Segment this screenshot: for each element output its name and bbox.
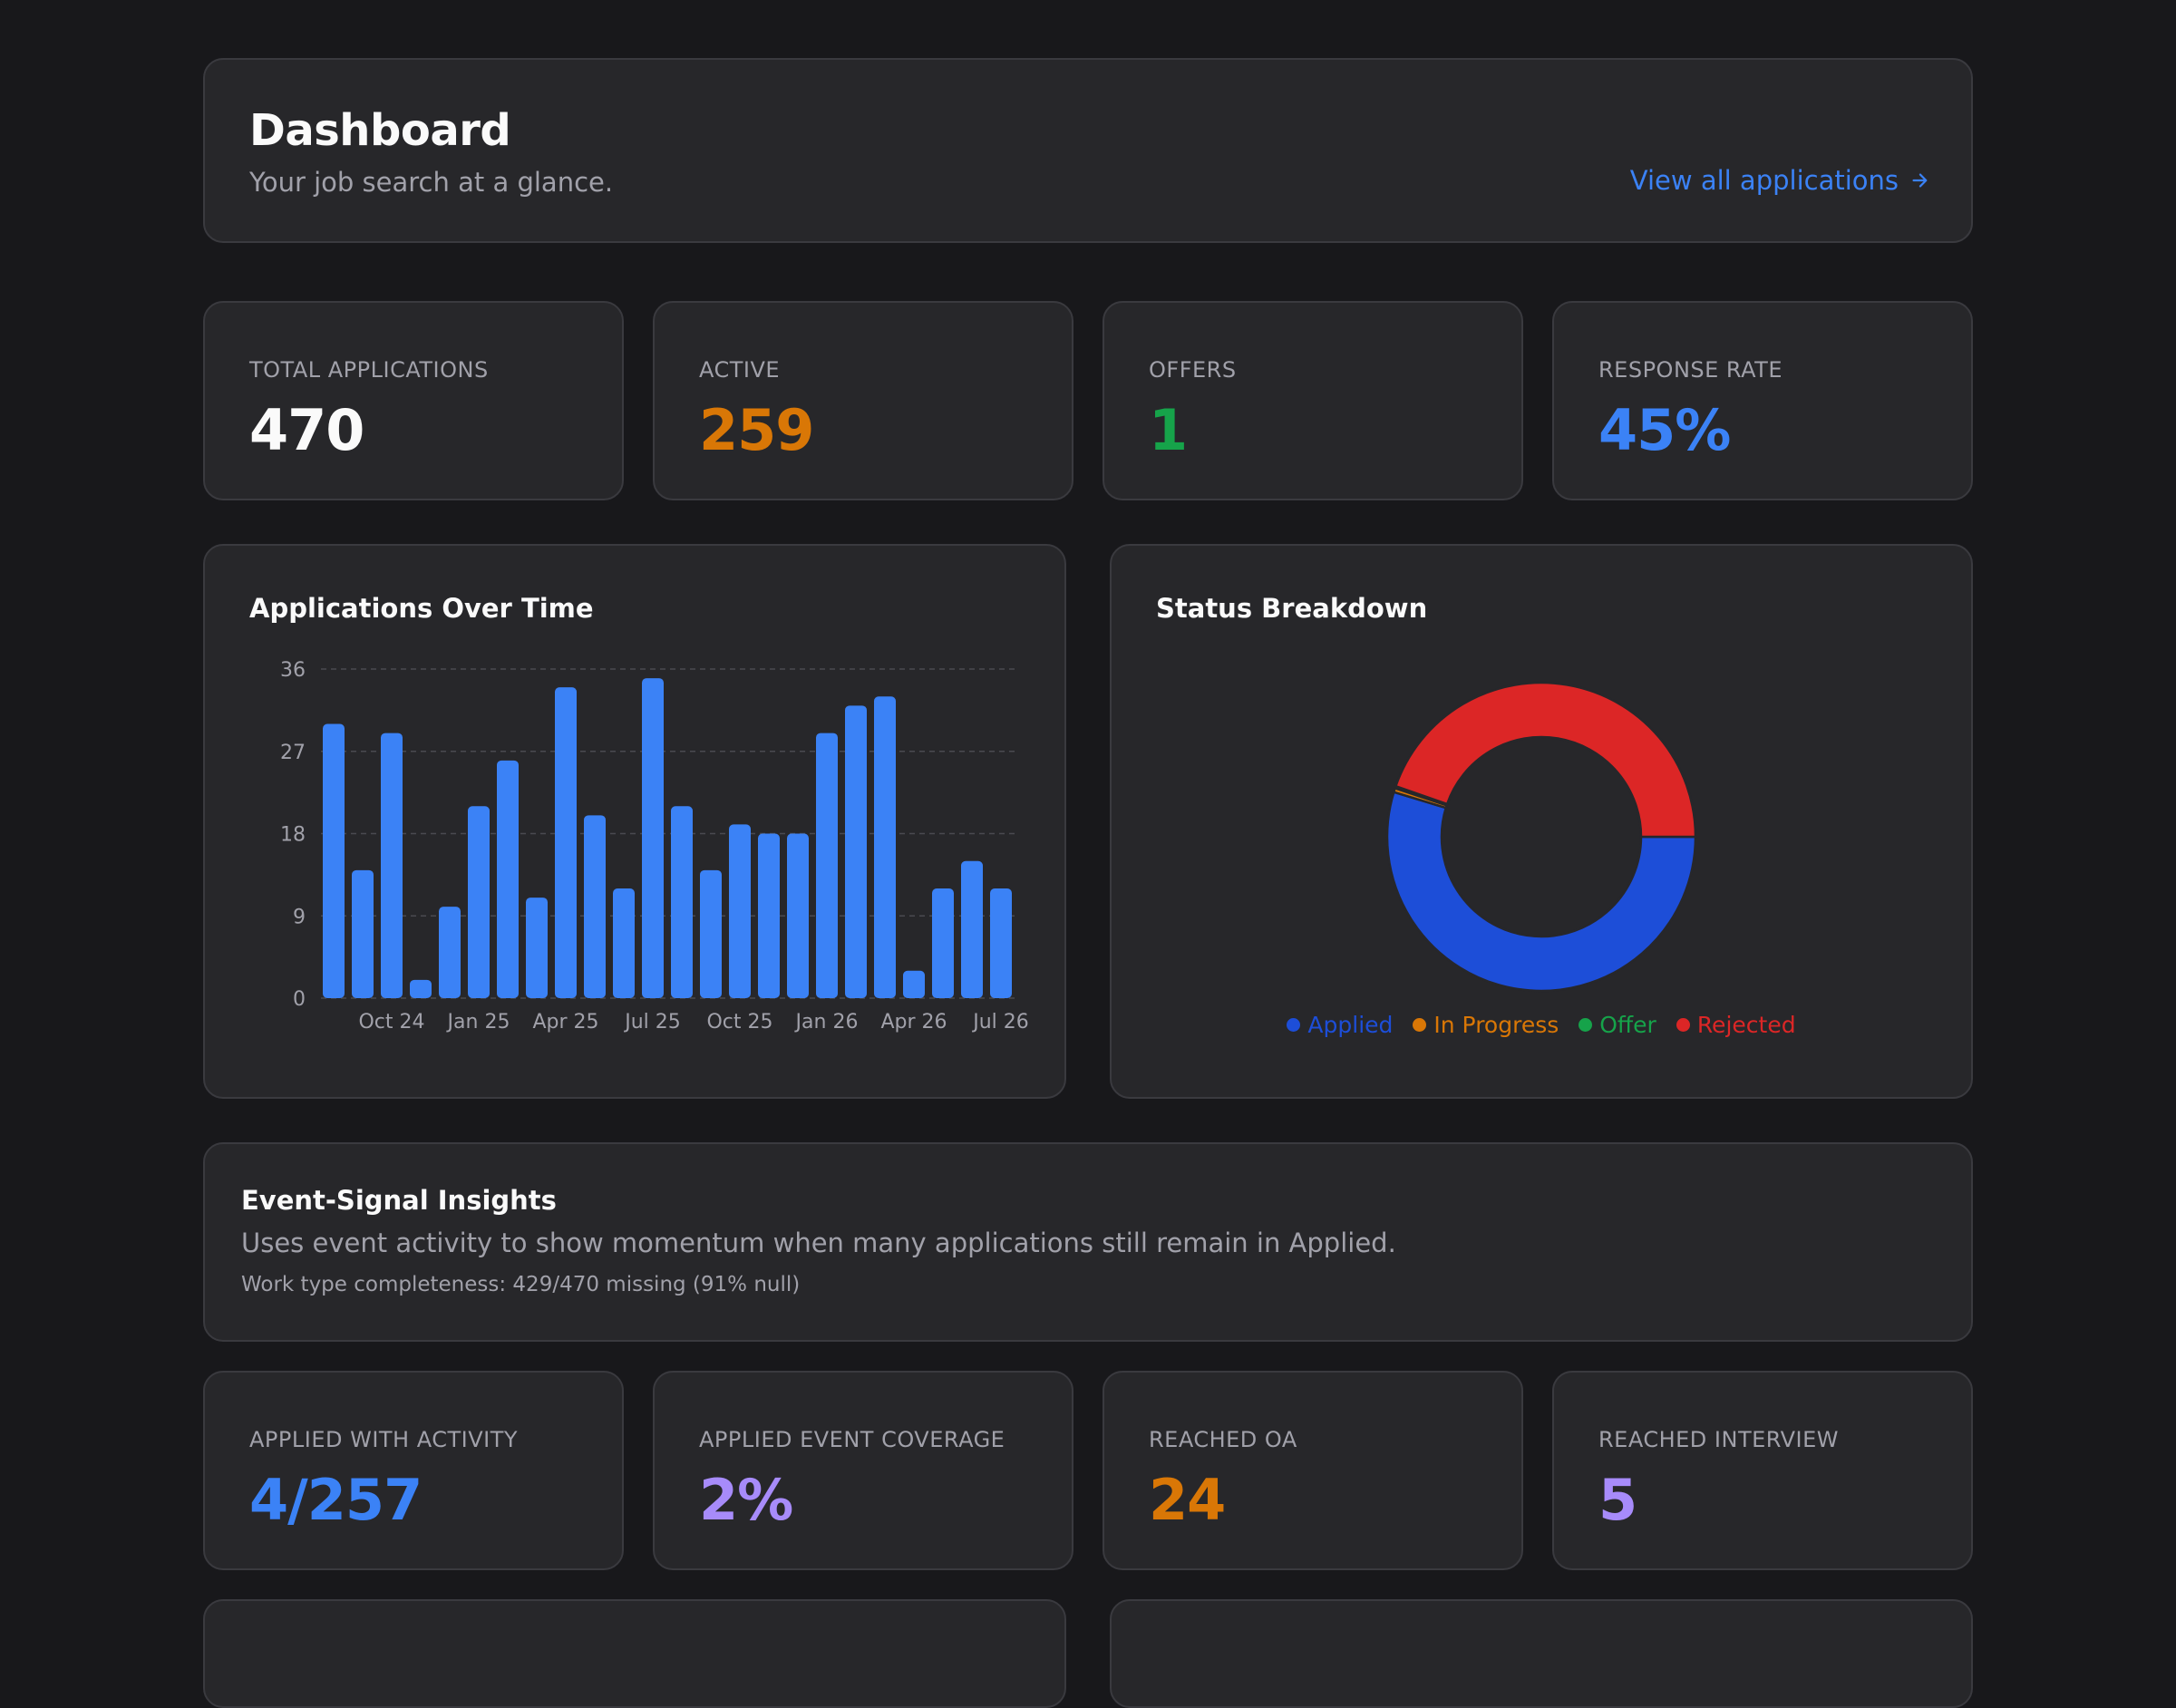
bar (874, 696, 896, 998)
x-tick-label: Jul 25 (623, 1011, 681, 1034)
bar (584, 815, 606, 998)
bar (497, 760, 519, 998)
x-tick-label: Apr 25 (532, 1011, 598, 1034)
bottom-card-left (203, 1599, 1066, 1708)
bar (410, 979, 432, 998)
stat-label: REACHED INTERVIEW (1598, 1427, 1840, 1452)
x-tick-label: Jul 26 (971, 1011, 1029, 1034)
stat-label: APPLIED WITH ACTIVITY (249, 1427, 519, 1452)
applications-over-time-card: Applications Over Time (203, 544, 1066, 1099)
chart-title: Applications Over Time (249, 593, 594, 624)
y-tick-label: 9 (293, 906, 306, 928)
stat-card-offers: OFFERS 1 (1103, 301, 1523, 500)
page-subtitle: Your job search at a glance. (249, 167, 614, 198)
applications-over-time-chart: 0 9 18 27 36 Oct 24 Jan 25 Apr 25 Jul 25 Oct 25 Ja… (280, 659, 1029, 1034)
insights-description: Uses event activity to show momentum whe… (241, 1228, 1396, 1258)
page-title: Dashboard (249, 105, 511, 156)
legend-dot (1579, 1018, 1593, 1032)
stat-label: RESPONSE RATE (1598, 357, 1783, 383)
legend-label: In Progress (1433, 1012, 1559, 1038)
legend-dot (1413, 1018, 1427, 1032)
stat-value: 2% (699, 1467, 793, 1533)
view-all-applications-link[interactable]: View all applications (1630, 165, 1929, 196)
stat-card-applied-with-activity: APPLIED WITH ACTIVITY 4/257 (203, 1371, 624, 1570)
stat-card-reached-oa: REACHED OA 24 (1103, 1371, 1523, 1570)
bar (845, 705, 867, 998)
bar (671, 806, 693, 998)
bar (613, 888, 635, 998)
stat-value: 470 (249, 397, 364, 463)
bar (381, 733, 403, 998)
status-breakdown-donut (1385, 681, 1697, 993)
bar (903, 970, 925, 998)
bar (700, 869, 722, 998)
stat-label: OFFERS (1149, 357, 1237, 383)
y-tick-label: 18 (280, 824, 306, 847)
bar (932, 888, 954, 998)
dashboard-header: Dashboard Your job search at a glance. V… (203, 58, 1973, 243)
stat-card-applied-event-coverage: APPLIED EVENT COVERAGE 2% (653, 1371, 1073, 1570)
x-tick-label: Apr 26 (880, 1011, 947, 1034)
status-breakdown-card: Status Breakdown (1110, 544, 1973, 1099)
chart-title: Status Breakdown (1156, 593, 1428, 624)
bar (526, 898, 548, 998)
stat-card-active: ACTIVE 259 (653, 301, 1073, 500)
x-tick-label: Jan 26 (794, 1011, 859, 1034)
bar (555, 687, 577, 998)
stat-card-reached-interview: REACHED INTERVIEW 5 (1552, 1371, 1973, 1570)
stat-label: REACHED OA (1149, 1427, 1297, 1452)
legend-item-rejected[interactable]: Rejected (1676, 1012, 1796, 1038)
bar (758, 833, 780, 998)
y-tick-label: 27 (280, 742, 306, 764)
bottom-card-right (1110, 1599, 1973, 1708)
bar (439, 907, 461, 998)
stat-label: TOTAL APPLICATIONS (249, 357, 489, 383)
stat-value: 4/257 (249, 1467, 423, 1533)
x-tick-label: Jan 25 (446, 1011, 510, 1034)
bar (787, 833, 809, 998)
bar (729, 824, 751, 998)
bar (990, 888, 1012, 998)
view-all-label: View all applications (1629, 165, 1899, 196)
event-signal-insights-card: Event-Signal Insights Uses event activit… (203, 1142, 1973, 1342)
stat-value: 259 (699, 397, 814, 463)
legend-label: Offer (1599, 1012, 1656, 1038)
legend-label: Rejected (1696, 1012, 1796, 1038)
stat-label: ACTIVE (699, 357, 781, 383)
legend-item-in-progress[interactable]: In Progress (1413, 1012, 1559, 1038)
bar (352, 869, 374, 998)
stat-value: 45% (1598, 397, 1731, 463)
x-tick-label: Oct 24 (358, 1011, 424, 1034)
status-legend: Applied In Progress Offer Rejected (1110, 1012, 1973, 1038)
bar (816, 733, 838, 998)
stat-value: 24 (1149, 1467, 1226, 1533)
stat-card-response-rate: RESPONSE RATE 45% (1552, 301, 1973, 500)
donut-slice-applied (1385, 791, 1697, 993)
legend-dot (1676, 1018, 1690, 1032)
x-tick-label: Oct 25 (706, 1011, 772, 1034)
legend-item-offer[interactable]: Offer (1579, 1012, 1656, 1038)
bar (323, 723, 345, 998)
y-tick-label: 0 (293, 988, 306, 1011)
legend-label: Applied (1307, 1012, 1394, 1038)
insights-meta: Work type completeness: 429/470 missing … (241, 1273, 801, 1296)
donut-slice-rejected (1394, 681, 1697, 839)
bar (642, 678, 664, 998)
legend-dot (1287, 1018, 1301, 1032)
bar (468, 806, 490, 998)
stat-card-total-applications: TOTAL APPLICATIONS 470 (203, 301, 624, 500)
legend-item-applied[interactable]: Applied (1287, 1012, 1393, 1038)
insights-title: Event-Signal Insights (241, 1185, 557, 1216)
y-tick-label: 36 (280, 659, 306, 682)
arrow-right-icon (1912, 173, 1928, 188)
bar (961, 860, 983, 998)
stat-value: 5 (1598, 1467, 1637, 1533)
stat-value: 1 (1149, 397, 1188, 463)
stat-label: APPLIED EVENT COVERAGE (699, 1427, 1005, 1452)
